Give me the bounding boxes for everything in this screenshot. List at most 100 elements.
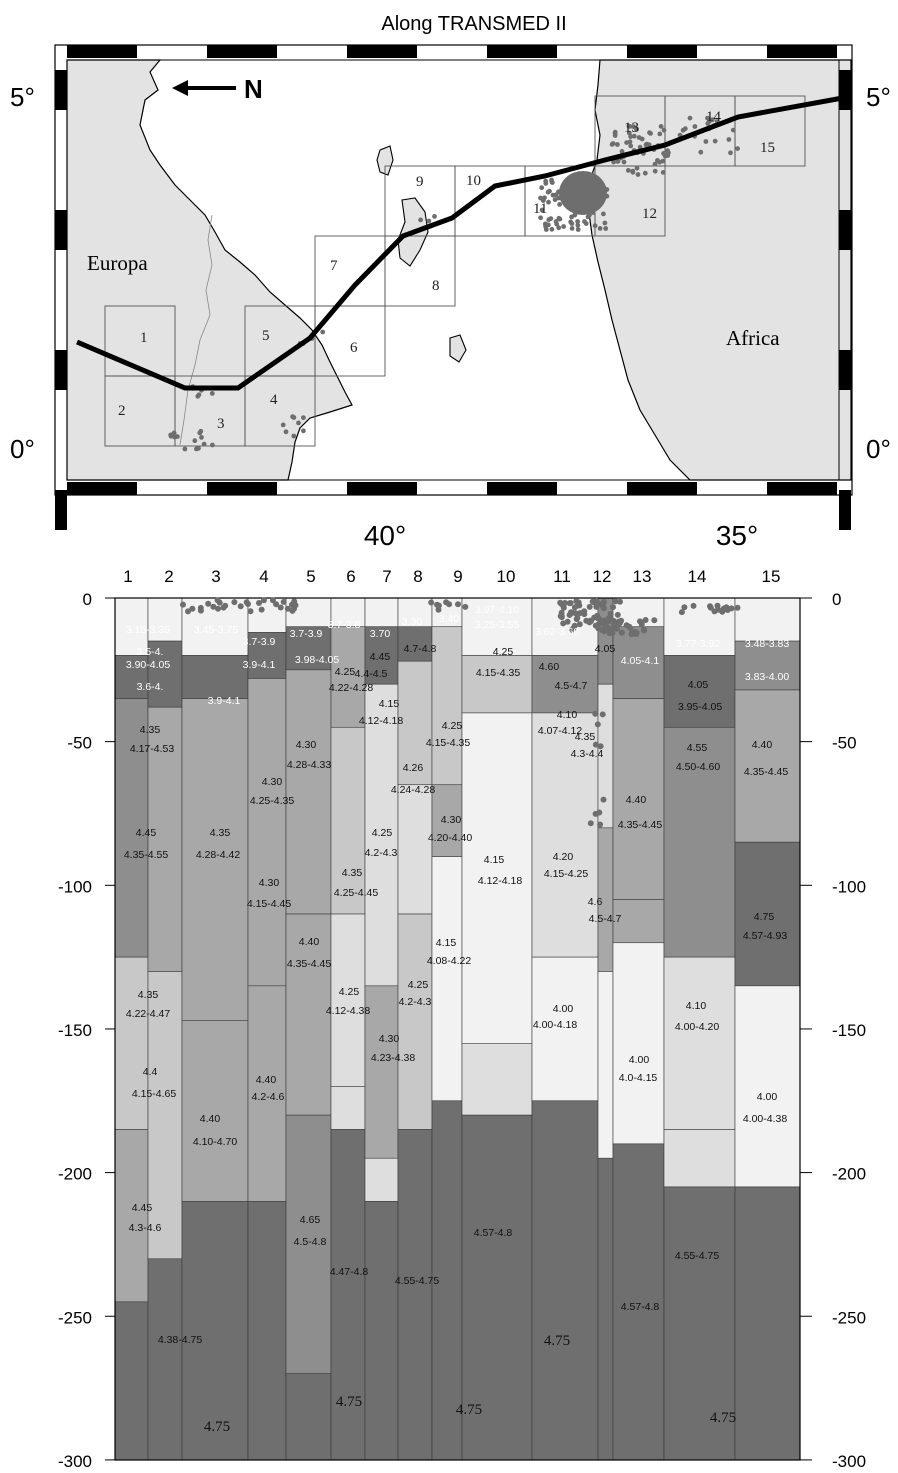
velocity-label: 4.15-4.25 <box>544 868 589 880</box>
velocity-cell <box>285 626 332 671</box>
seismicity-dot <box>618 617 625 624</box>
velocity-label: 4.00-4.18 <box>533 1019 578 1031</box>
velocity-cell <box>734 841 801 987</box>
europe-landmass <box>66 59 353 481</box>
island-small <box>449 334 467 363</box>
velocity-label: 3.6-4. <box>137 681 164 693</box>
seismicity-dot <box>280 422 286 428</box>
seismicity-dot <box>175 434 180 439</box>
region-label-europa: Europa <box>87 251 148 275</box>
velocity-label: 4.47-4.8 <box>330 1266 369 1278</box>
velocity-cell <box>114 655 149 699</box>
seismicity-dot <box>630 168 636 174</box>
map-box-number: 11 <box>533 201 547 217</box>
seismicity-dot <box>539 185 545 191</box>
velocity-cell <box>285 913 332 1116</box>
velocity-label: 4.57-4.8 <box>621 1301 660 1313</box>
seismicity-dot <box>182 446 188 452</box>
velocity-label: 4.00 <box>553 1003 574 1015</box>
seismicity-dot <box>215 605 221 612</box>
seismicity-dot <box>601 211 606 217</box>
seismicity-dot <box>712 138 718 144</box>
velocity-label: 4.55-4.75 <box>395 1275 440 1287</box>
seismicity-dot <box>291 598 298 605</box>
velocity-cell <box>734 689 801 843</box>
seismicity-dot <box>705 115 710 121</box>
velocity-cell <box>330 726 366 915</box>
velocity-label: 4.40 <box>256 1074 277 1086</box>
seismicity-dot <box>734 604 741 611</box>
velocity-label: 4.10 <box>557 709 578 721</box>
region-label-africa: Africa <box>726 326 780 350</box>
seismicity-dot <box>290 414 295 420</box>
velocity-label: 4.75 <box>336 1394 362 1410</box>
seismicity-dot <box>635 172 641 177</box>
velocity-cell <box>663 1129 736 1188</box>
seismicity-dot <box>598 627 605 633</box>
velocity-cell <box>364 1201 399 1461</box>
column-number: 14 <box>688 567 707 586</box>
velocity-label: 4.17-4.53 <box>130 743 175 755</box>
seismicity-dot <box>615 142 620 147</box>
seismicity-dot <box>277 604 284 611</box>
seismicity-dot <box>284 605 291 612</box>
map-box-number: 5 <box>262 328 270 344</box>
seismicity-dot <box>658 124 664 129</box>
seismicity-dot <box>621 159 627 165</box>
seismicity-dot <box>614 622 621 629</box>
velocity-label: 3.98-4.05 <box>295 654 340 666</box>
velocity-cell <box>181 698 249 1021</box>
seismicity-dot <box>726 137 732 142</box>
seismicity-dot <box>634 126 639 132</box>
velocity-cell <box>114 698 149 958</box>
velocity-cell <box>181 1201 249 1461</box>
velocity-cell <box>612 698 665 900</box>
velocity-cell <box>431 784 463 857</box>
seismicity-dot <box>581 611 588 618</box>
seismicity-dot <box>210 603 217 610</box>
velocity-label: 3.95-4.05 <box>678 701 723 713</box>
depth-tick-label: 0 <box>83 590 92 609</box>
velocity-label: 4.30 <box>259 877 280 889</box>
velocity-label: 3.48-3.83 <box>745 638 790 650</box>
velocity-cell <box>597 1157 614 1461</box>
map-box-number: 15 <box>760 140 775 156</box>
velocity-cell <box>461 712 533 1044</box>
seismicity-dot <box>567 600 574 606</box>
depth-tick-label: -200 <box>832 1165 866 1184</box>
velocity-label: 4.15-4.65 <box>132 1088 177 1100</box>
velocity-cell <box>181 1020 249 1202</box>
velocity-cell <box>397 913 433 1130</box>
velocity-label: 4.35-4.45 <box>618 819 663 831</box>
seismicity-dot <box>320 329 326 335</box>
column-number: 4 <box>259 567 268 586</box>
seismicity-dot <box>201 441 207 447</box>
velocity-label: 4.75 <box>204 1419 230 1435</box>
velocity-label: 4.25-4.35 <box>250 795 295 807</box>
seismicity-dot <box>546 217 552 223</box>
seismicity-dot <box>280 598 287 605</box>
seismicity-dot <box>652 161 658 167</box>
seismicity-dot <box>455 601 461 608</box>
velocity-cell <box>431 626 463 786</box>
map-box-number: 14 <box>706 109 722 125</box>
velocity-label: 3.5-4. <box>137 646 164 658</box>
seismicity-dot <box>657 131 663 137</box>
velocity-cell <box>531 712 599 958</box>
map-box-number: 7 <box>330 258 338 274</box>
seismicity-dot <box>592 622 599 629</box>
seismicity-dot <box>723 604 730 611</box>
velocity-cell <box>663 655 736 728</box>
velocity-cell <box>247 597 287 633</box>
velocity-label: 4.2-4.3 <box>365 847 398 859</box>
seismicity-dot <box>592 741 599 748</box>
seismicity-dot <box>593 597 600 604</box>
velocity-cell <box>285 1373 332 1461</box>
seismicity-dot <box>556 225 562 231</box>
depth-tick-label: -150 <box>58 1021 92 1040</box>
velocity-cell <box>734 640 801 691</box>
seismicity-dot <box>602 220 608 226</box>
velocity-cell <box>330 1129 366 1461</box>
velocity-labels: 3.15-3.35 3.45-3.75 3.5-4.3.90-4.05 3.6-4. 3… <box>124 604 790 1435</box>
seismicity-dot <box>652 168 658 174</box>
